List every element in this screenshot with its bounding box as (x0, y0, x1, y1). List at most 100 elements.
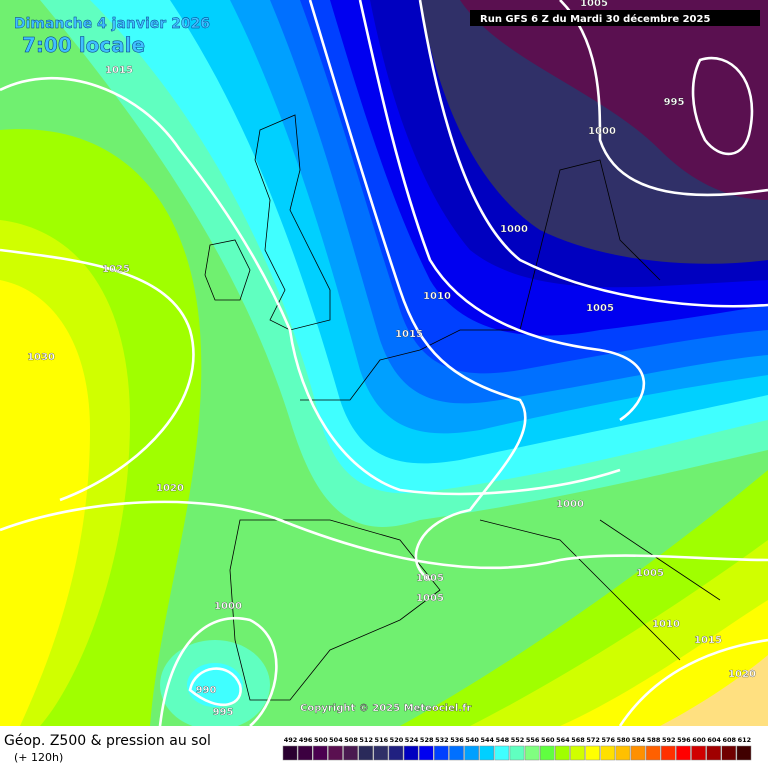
isobar-label: 990 (196, 685, 217, 696)
map-time: 7:00 locale (22, 33, 145, 57)
isobar (559, 0, 768, 197)
scale-swatch (736, 745, 752, 761)
isobar (188, 667, 242, 707)
isobar-label: 1000 (214, 601, 242, 612)
isobar-label: 1005 (636, 568, 664, 579)
scale-swatch (721, 745, 737, 761)
isobar-label: 1000 (588, 126, 616, 137)
lead-time: (+ 120h) (14, 751, 63, 764)
isobar-label: 1005 (586, 303, 614, 314)
scale-value: 584 (632, 736, 646, 744)
scale-value: 588 (647, 736, 661, 744)
isobar (308, 0, 527, 582)
scale-swatch (509, 745, 525, 761)
scale-swatch (494, 745, 510, 761)
scale-swatch (630, 745, 646, 761)
scale-value: 552 (511, 736, 525, 744)
scale-value: 520 (390, 736, 404, 744)
scale-swatch (539, 745, 555, 761)
scale-value: 568 (571, 736, 585, 744)
scale-swatch (373, 745, 389, 761)
scale-swatch (645, 745, 661, 761)
scale-value: 576 (601, 736, 615, 744)
isobar-label: 1015 (105, 65, 133, 76)
isobar-label: 1020 (728, 669, 756, 680)
britain (254, 114, 331, 331)
scale-value: 572 (586, 736, 600, 744)
isobar-label: 995 (213, 707, 234, 718)
scale-swatch (358, 745, 374, 761)
scale-swatch (706, 745, 721, 761)
isobar-label: 1000 (556, 499, 584, 510)
isobar-label: 1015 (395, 329, 423, 340)
isobar (0, 500, 768, 570)
scale-swatch (585, 745, 600, 761)
scale-value: 564 (556, 736, 570, 744)
z500-field (0, 0, 768, 730)
isobar (418, 0, 768, 308)
scale-value: 528 (420, 736, 434, 744)
scale-value: 560 (541, 736, 555, 744)
copyright: Copyright © 2025 Meteociel.fr (300, 703, 471, 714)
scale-swatch (328, 745, 343, 761)
scale-value: 608 (723, 736, 737, 744)
scale-value: 496 (299, 736, 313, 744)
isobar-label: 1025 (102, 264, 130, 275)
scale-swatch (449, 745, 464, 761)
run-info: Run GFS 6 Z du Mardi 30 décembre 2025 (480, 13, 710, 25)
scale-swatch (615, 745, 631, 761)
isobars (0, 0, 768, 727)
map-date: Dimanche 4 janvier 2026 (14, 16, 210, 32)
scale-value: 600 (692, 736, 706, 744)
scale-value: 604 (707, 736, 721, 744)
scale-value: 524 (405, 736, 419, 744)
scale-value: 512 (359, 736, 373, 744)
legend-title: Géop. Z500 & pression au sol (4, 733, 211, 749)
scale-swatch (479, 745, 495, 761)
scale-swatch (418, 745, 434, 761)
scale-value: 536 (450, 736, 464, 744)
scale-swatch (676, 745, 691, 761)
isobar-label: 1000 (500, 224, 528, 235)
scale-swatch (600, 745, 616, 761)
isobar (691, 56, 754, 156)
band (0, 280, 90, 726)
isobar-label: 995 (664, 97, 685, 108)
isobar (0, 76, 621, 496)
scale-swatch (570, 745, 585, 761)
isobar-label: 1020 (156, 483, 184, 494)
scale-value: 596 (677, 736, 691, 744)
scale-swatch (434, 745, 449, 761)
scale-value: 532 (435, 736, 449, 744)
scale-value: 508 (344, 736, 358, 744)
scale-swatch (464, 745, 479, 761)
scale-value: 548 (496, 736, 510, 744)
scale-value: 492 (284, 736, 298, 744)
isobar (158, 616, 278, 727)
scale-value: 504 (329, 736, 343, 744)
isobar-label: 1015 (694, 635, 722, 646)
scale-value: 516 (375, 736, 389, 744)
isobar-label: 1005 (416, 573, 444, 584)
isobar-label: 1005 (580, 0, 608, 9)
scale-swatch (660, 745, 676, 761)
isobar (0, 248, 195, 502)
isobar (358, 0, 646, 422)
isobar-label: 1030 (27, 352, 55, 363)
scale-value: 580 (617, 736, 631, 744)
band (460, 0, 768, 200)
scale-swatch (388, 745, 404, 761)
scale-swatch (297, 745, 313, 761)
scale-swatch (343, 745, 358, 761)
scale-swatch (524, 745, 540, 761)
isobar (618, 638, 768, 727)
scale-value: 544 (480, 736, 494, 744)
scale-swatch (282, 745, 298, 761)
isobar-label: 1005 (416, 593, 444, 604)
band (660, 655, 768, 726)
scale-swatch (403, 745, 419, 761)
isobar-label: 1010 (652, 619, 680, 630)
scale-value: 540 (465, 736, 479, 744)
run-banner (470, 10, 760, 26)
